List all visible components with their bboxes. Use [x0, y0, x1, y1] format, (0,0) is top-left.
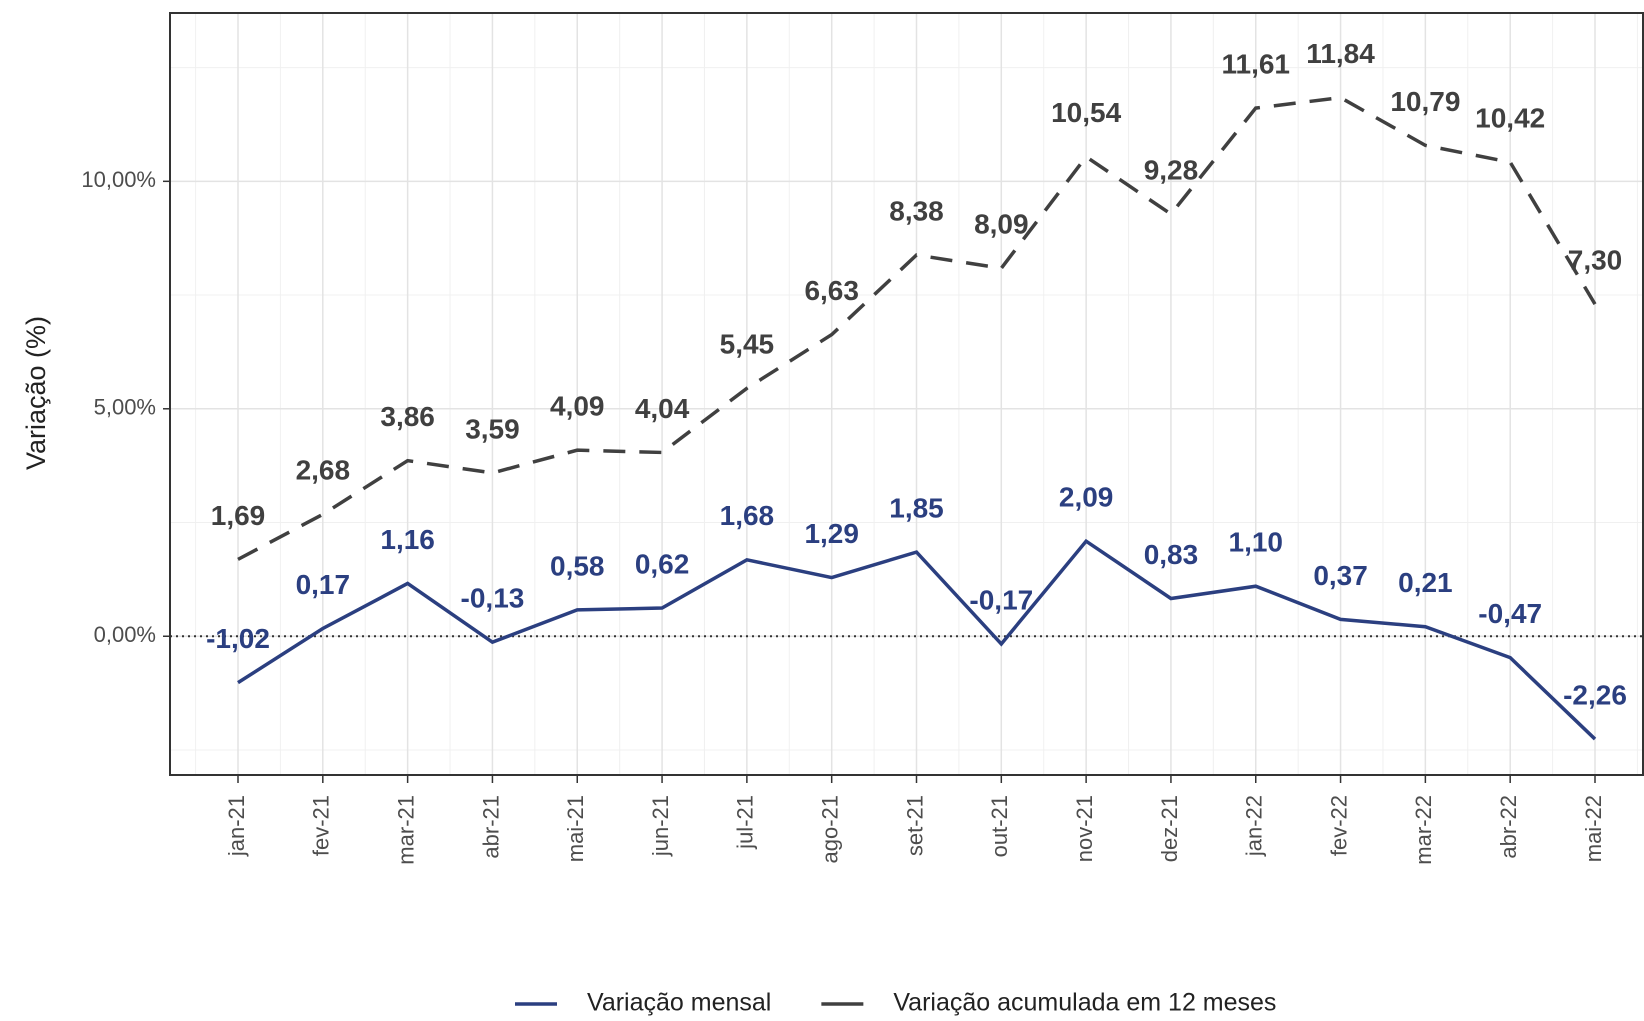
- data-label: 0,83: [1144, 539, 1199, 570]
- x-tick-label: fev-22: [1326, 795, 1351, 856]
- data-label: 3,59: [465, 413, 520, 444]
- legend-label: Variação mensal: [587, 989, 771, 1017]
- x-tick-label: jul-21: [733, 795, 758, 850]
- x-tick-label: jun-21: [648, 795, 673, 857]
- data-label: 1,68: [720, 500, 775, 531]
- data-label: 3,86: [380, 401, 435, 432]
- data-label: 0,58: [550, 550, 605, 581]
- data-label: -0,47: [1478, 598, 1542, 629]
- x-tick-label: mar-22: [1411, 795, 1436, 865]
- data-label: 4,09: [550, 391, 605, 422]
- data-label: -0,13: [461, 583, 525, 614]
- data-label: 5,45: [720, 329, 775, 360]
- y-tick-label: 10,00%: [81, 167, 156, 192]
- data-label: 1,85: [889, 492, 944, 523]
- x-tick-label: abr-22: [1496, 795, 1521, 859]
- data-label: 1,69: [211, 500, 266, 531]
- data-label: 8,38: [889, 195, 944, 226]
- x-tick-label: dez-21: [1157, 795, 1182, 862]
- x-tick-label: ago-21: [818, 795, 843, 864]
- data-label: 1,29: [804, 518, 859, 549]
- data-label: -1,02: [206, 623, 270, 654]
- y-tick-label: 0,00%: [94, 622, 156, 647]
- x-tick-label: mai-21: [563, 795, 588, 862]
- data-label: 4,04: [635, 393, 690, 424]
- data-label: 0,17: [296, 569, 351, 600]
- data-label: 0,37: [1313, 560, 1368, 591]
- data-label: 10,79: [1390, 86, 1460, 117]
- x-tick-label: nov-21: [1072, 795, 1097, 862]
- data-label: 1,16: [380, 524, 435, 555]
- x-tick-label: mar-21: [393, 795, 418, 865]
- y-tick-label: 5,00%: [94, 395, 156, 420]
- legend-label: Variação acumulada em 12 meses: [893, 989, 1276, 1017]
- data-label: 11,84: [1306, 38, 1375, 69]
- data-label: 2,68: [296, 455, 351, 486]
- data-label: 10,54: [1051, 97, 1121, 128]
- x-tick-label: out-21: [987, 795, 1012, 857]
- x-tick-label: jan-22: [1242, 795, 1267, 857]
- data-label: -0,17: [969, 584, 1033, 615]
- data-label: -2,26: [1563, 679, 1627, 710]
- data-label: 0,62: [635, 548, 690, 579]
- data-label: 2,09: [1059, 482, 1114, 513]
- data-label: 8,09: [974, 209, 1029, 240]
- x-tick-label: fev-21: [309, 795, 334, 856]
- x-tick-label: set-21: [902, 795, 927, 856]
- y-axis-label: Variação (%): [21, 316, 51, 470]
- plot-border: [169, 12, 1644, 776]
- x-tick-label: mai-22: [1581, 795, 1606, 862]
- data-label: 10,42: [1475, 103, 1545, 134]
- data-label: 6,63: [804, 275, 859, 306]
- plot-background: [170, 13, 1643, 775]
- data-label: 0,21: [1398, 567, 1453, 598]
- x-tick-label: jan-21: [224, 795, 249, 857]
- data-label: 7,30: [1568, 245, 1623, 276]
- data-label: 1,10: [1229, 527, 1284, 558]
- series-line: [237, 95, 1597, 561]
- data-label: 11,61: [1221, 48, 1290, 79]
- x-tick-label: abr-21: [478, 795, 503, 859]
- series-line: [237, 538, 1597, 741]
- data-label: 9,28: [1144, 154, 1199, 185]
